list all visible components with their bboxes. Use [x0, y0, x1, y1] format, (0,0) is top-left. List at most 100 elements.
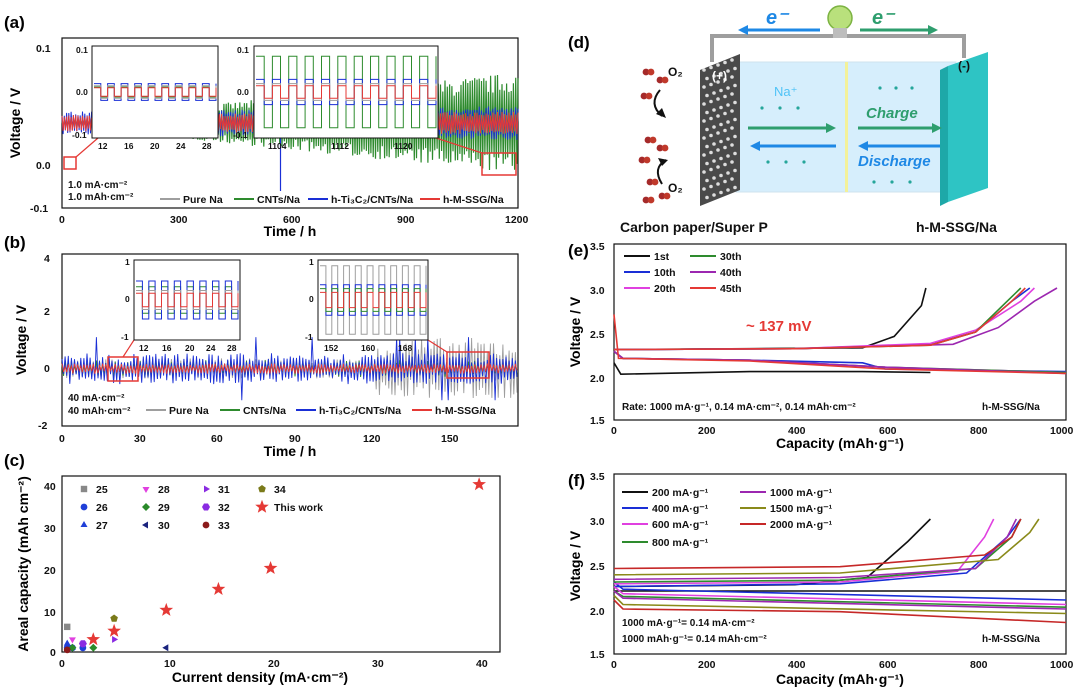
panel-b-label: (b) [4, 233, 26, 252]
legend-marker [202, 521, 210, 529]
legend-label: CNTs/Na [243, 405, 286, 417]
legend-marker [80, 485, 88, 493]
anode-label: h-M-SSG/Na [916, 219, 997, 235]
o2-atom [638, 156, 646, 164]
panel-b-xtick: 60 [211, 433, 223, 445]
panel-b-zoom-link-1 [122, 339, 135, 358]
legend-label: 1st [654, 251, 670, 263]
carbon-particle [730, 177, 734, 181]
legend-label: 27 [96, 520, 108, 532]
legend-label: h-M-SSG/Na [443, 194, 504, 206]
anode-edge [940, 66, 948, 206]
inset-xtick: 152 [324, 343, 338, 353]
data-point-25 [64, 623, 71, 631]
panel-a-note-capacity: 1.0 mAh·cm⁻² [68, 192, 134, 203]
legend-label: 33 [218, 520, 230, 532]
carbon-particle [716, 182, 720, 186]
panel-f-xtick: 600 [879, 659, 897, 671]
carbon-particle [705, 127, 709, 132]
sodium-ion [784, 160, 788, 164]
carbon-particle [712, 74, 716, 78]
carbon-particle [716, 63, 720, 67]
panel-a-ytick-low: -0.1 [30, 203, 48, 215]
legend-marker [255, 499, 269, 513]
legend-label: 40th [720, 267, 742, 279]
legend-marker [142, 521, 148, 529]
panel-f-note-1: 1000 mA·g⁻¹= 0.14 mA·cm⁻² [622, 618, 755, 629]
carbon-particle [723, 94, 727, 99]
carbon-particle [730, 75, 734, 79]
arrow-head [858, 141, 868, 151]
panel-b-ytick: -2 [38, 420, 47, 432]
panel-a-zoom-link-1 [75, 137, 99, 158]
inset-xtick: 1120 [394, 141, 413, 151]
carbon-particle [716, 131, 720, 135]
panel-b-zoom-box-2 [446, 351, 490, 379]
discharge-curve-1000-ma-g- [613, 590, 1067, 610]
panel-e-xtick: 400 [788, 425, 806, 437]
o2-atom [651, 178, 659, 186]
panel-b-xtick: 30 [134, 433, 146, 445]
panel-a-legend: Pure Na CNTs/Na h-Ti₃C₂/CNTs/Na h-M-SSG/… [160, 194, 504, 206]
inset-traces [320, 265, 427, 335]
charge-curve-400-ma-g- [613, 518, 1022, 588]
panel-a-note-current: 1.0 mA·cm⁻² [68, 180, 128, 191]
panel-f-xtick: 1000 [1050, 659, 1074, 671]
panel-f: (f) 3.5 3.0 2.5 2.0 1.5 0 200 400 600 80… [567, 471, 1074, 687]
carbon-particle [709, 133, 713, 138]
panel-a-xtick: 1200 [505, 214, 529, 226]
inset-xtick: 168 [398, 343, 412, 353]
panel-b-y-axis-label: Voltage / V [13, 304, 29, 375]
cathode-carbon-paper [700, 54, 740, 206]
carbon-particle [726, 69, 730, 73]
panel-c-ytick: 40 [44, 481, 56, 493]
sodium-ion [908, 180, 912, 184]
panel-c-ytick: 20 [44, 565, 56, 577]
data-point-this-work [472, 477, 486, 491]
data-point-this-work [86, 632, 101, 646]
carbon-particle [712, 91, 716, 95]
data-point-33 [63, 646, 71, 654]
discharge-curve-1st [613, 362, 931, 376]
carbon-particle [712, 176, 716, 180]
panel-f-xtick: 0 [611, 659, 617, 671]
panel-e-plot-frame [613, 243, 1067, 421]
panel-e-ytick: 3.5 [590, 241, 605, 253]
inset-traces [256, 55, 437, 129]
inset-ytick: 0.1 [237, 45, 249, 55]
legend-label: h-Ti₃C₂/CNTs/Na [319, 405, 401, 417]
discharge-curve-1500-ma-g- [613, 594, 1067, 615]
overpotential-annotation: ~ 137 mV [746, 318, 811, 335]
separator [845, 62, 848, 192]
panel-b-ytick: 2 [44, 306, 50, 318]
charge-curve-1000-ma-g- [613, 518, 1018, 581]
data-point-31 [112, 636, 119, 643]
inset-ytick: 0 [125, 294, 130, 304]
inset-trace [136, 292, 239, 308]
sodium-ion [802, 160, 806, 164]
panel-a-zoom-link-2 [435, 137, 483, 154]
carbon-particle [726, 120, 730, 124]
discharge-curve-45th [613, 314, 1067, 375]
sodium-ion [796, 106, 800, 110]
carbon-particle [723, 145, 727, 150]
external-circuit-wire [710, 34, 966, 62]
panel-b-note-current: 40 mA·cm⁻² [68, 393, 125, 404]
legend-label: 10th [654, 267, 676, 279]
o2-atom [643, 156, 651, 164]
legend-label: 1000 mA·g⁻¹ [770, 487, 833, 499]
data-point-this-work [159, 602, 174, 616]
legend-marker [142, 487, 150, 493]
carbon-particle [723, 111, 727, 116]
charge-curve-2000-ma-g- [613, 518, 1022, 570]
inset-trace [320, 291, 427, 309]
inset-ytick: -1 [121, 332, 129, 342]
panel-e-xtick: 600 [879, 425, 897, 437]
sodium-ion [760, 106, 764, 110]
carbon-particle [730, 126, 734, 130]
carbon-particle [719, 105, 723, 110]
inset-xtick: 1104 [268, 141, 287, 151]
panel-e-ytick: 3.0 [590, 285, 605, 297]
